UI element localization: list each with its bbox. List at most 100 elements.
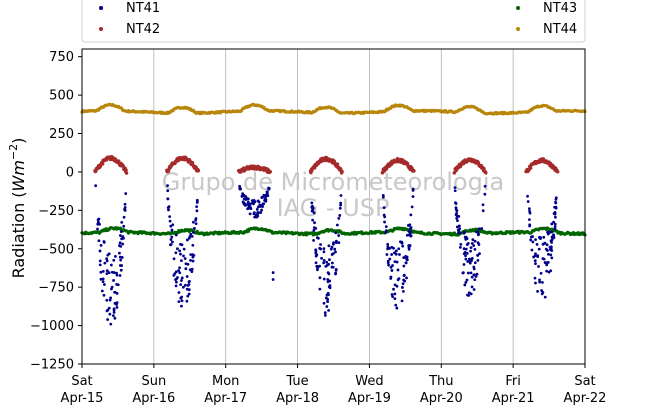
nt41-point <box>473 247 477 251</box>
nt41-point <box>480 227 484 230</box>
nt41-point <box>322 277 326 281</box>
nt41-point <box>320 256 323 260</box>
nt41-point <box>334 269 338 272</box>
nt41-point <box>103 261 107 265</box>
nt41-point <box>409 234 413 238</box>
nt41-point <box>99 270 103 274</box>
nt41-point <box>330 253 334 256</box>
nt41-point <box>469 292 473 296</box>
nt41-point <box>332 242 335 246</box>
nt41-point <box>170 235 174 239</box>
nt41-point <box>184 267 188 271</box>
nt41-point <box>384 225 388 229</box>
nt41-point <box>312 239 315 242</box>
legend-marker-nt42 <box>99 27 103 31</box>
nt41-point <box>242 202 246 206</box>
nt41-point <box>382 206 386 210</box>
nt41-point <box>466 260 470 263</box>
nt41-point <box>107 252 111 256</box>
nt41-point <box>389 277 393 280</box>
y-tick-label-8: −1250 <box>30 358 74 373</box>
nt41-point <box>543 261 547 264</box>
nt41-point <box>105 259 109 263</box>
nt41-point <box>194 222 198 226</box>
nt41-point <box>339 203 342 207</box>
nt41-point <box>462 247 466 251</box>
nt41-point <box>394 252 398 256</box>
nt41-point <box>546 261 550 264</box>
nt41-point <box>401 244 405 248</box>
nt41-point <box>108 298 112 302</box>
nt41-point <box>467 294 471 297</box>
nt41-point <box>180 279 183 282</box>
nt41-point <box>531 240 535 244</box>
nt41-point <box>326 300 330 304</box>
nt41-point <box>459 242 463 246</box>
nt41-point <box>539 236 543 240</box>
nt41-point <box>470 241 474 245</box>
nt41-point <box>333 247 337 251</box>
nt41-point <box>409 213 413 217</box>
nt41-point <box>472 273 476 277</box>
nt41-point <box>526 194 529 198</box>
nt41-point <box>552 233 555 237</box>
nt41-point <box>190 234 194 238</box>
nt41-point <box>113 316 117 320</box>
nt41-point <box>185 238 189 242</box>
nt41-point <box>393 297 397 301</box>
nt41-point <box>537 247 541 251</box>
nt41-point <box>463 251 467 254</box>
nt41-point <box>313 221 316 225</box>
x-tick-label-3-date: Apr-18 <box>276 391 319 406</box>
nt41-point <box>174 270 178 274</box>
nt41-point <box>329 247 333 251</box>
y-axis-label: Radiation (Wm−2) <box>7 138 28 279</box>
nt42-point <box>555 170 560 174</box>
nt41-point <box>323 311 327 315</box>
nt41-point <box>405 276 408 280</box>
nt41-point <box>182 254 185 258</box>
nt41-point <box>179 242 182 246</box>
nt42-point <box>101 162 105 166</box>
nt41-point <box>390 253 394 256</box>
nt41-point <box>400 299 404 303</box>
nt41-point <box>454 207 458 211</box>
nt41-point <box>178 249 182 253</box>
nt41-point <box>311 207 315 211</box>
nt41-point <box>469 249 472 253</box>
nt41-point <box>533 276 537 280</box>
nt41-point <box>473 239 477 243</box>
nt41-point <box>178 271 182 275</box>
nt42-point <box>452 170 457 175</box>
nt41-point <box>542 235 546 239</box>
nt41-point <box>533 254 537 258</box>
nt41-point <box>326 271 330 274</box>
nt41-point <box>260 204 264 208</box>
nt41-point <box>325 260 329 264</box>
nt41-point <box>474 275 478 278</box>
nt41-point <box>402 256 406 259</box>
nt41-point <box>105 272 109 275</box>
nt41-point <box>338 214 342 217</box>
nt41-point <box>392 287 395 291</box>
nt41-point <box>541 281 544 284</box>
nt41-point <box>475 230 478 234</box>
nt41-point <box>473 278 477 282</box>
nt41-point <box>250 199 254 203</box>
nt41-point <box>169 238 173 241</box>
nt41-point <box>465 251 469 255</box>
nt41-point <box>191 259 195 263</box>
x-tick-label-3-day: Tue <box>285 374 308 389</box>
nt41-point <box>552 236 556 240</box>
nt41-point <box>271 278 275 281</box>
nt41-point <box>98 263 102 267</box>
nt41-point <box>470 285 474 289</box>
nt41-point <box>531 235 534 238</box>
nt41-point <box>328 279 332 283</box>
nt41-point <box>175 277 179 280</box>
nt41-point <box>395 260 399 264</box>
nt41-point <box>385 253 389 256</box>
nt41-point <box>314 261 318 265</box>
nt41-point <box>174 233 178 237</box>
